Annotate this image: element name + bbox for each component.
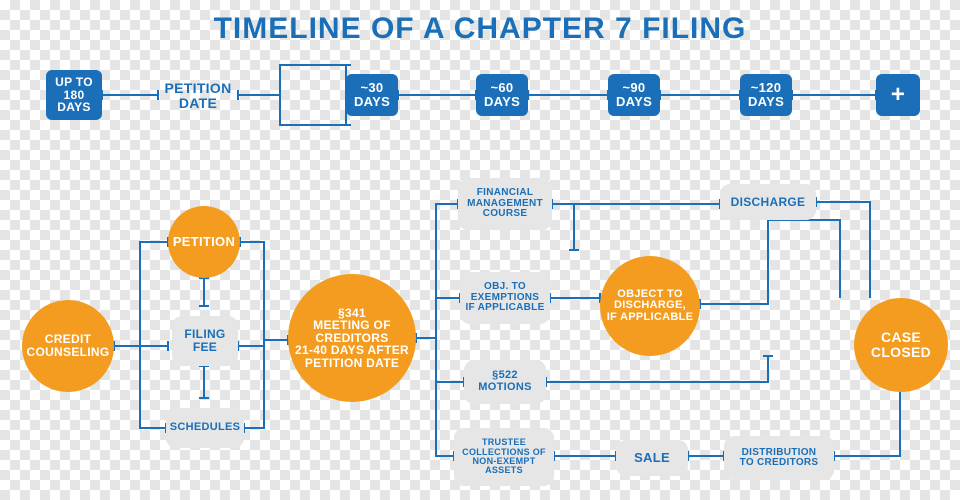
diagram-title: TIMELINE OF A CHAPTER 7 FILING [0,12,960,46]
node-petition: PETITION [168,206,240,278]
node-s341: §341MEETING OFCREDITORS21-40 DAYS AFTERP… [288,274,416,402]
node-trustee: TRUSTEECOLLECTIONS OFNON-EXEMPTASSETS [454,428,554,486]
node-sale: SALE [616,440,688,476]
node-t120: ~120DAYS [740,74,792,116]
node-objdisch: OBJECT TODISCHARGE,IF APPLICABLE [600,256,700,356]
node-t90: ~90DAYS [608,74,660,116]
node-caseclosed: CASECLOSED [854,298,948,392]
node-filingfee: FILINGFEE [172,316,238,366]
node-credit: CREDITCOUNSELING [22,300,114,392]
node-objexempt: OBJ. TOEXEMPTIONSIF APPLICABLE [460,272,550,324]
node-discharge: DISCHARGE [720,184,816,220]
node-t30: ~30DAYS [346,74,398,116]
node-t60: ~60DAYS [476,74,528,116]
node-t180: UP TO180DAYS [46,70,102,120]
node-s522: §522MOTIONS [464,360,546,404]
node-fincourse: FINANCIALMANAGEMENTCOURSE [458,178,552,230]
node-schedules: SCHEDULES [166,408,244,448]
node-petdate: PETITIONDATE [158,80,238,112]
node-tplus: + [876,74,920,116]
node-distrib: DISTRIBUTIONTO CREDITORS [724,436,834,480]
